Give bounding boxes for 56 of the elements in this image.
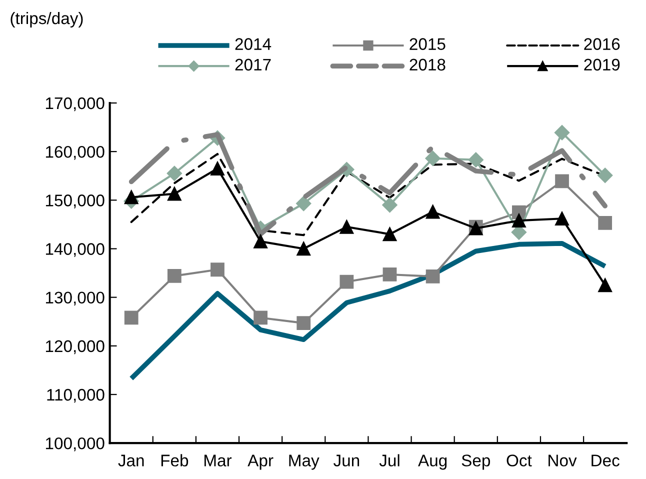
y-tick-label: 160,000 xyxy=(46,146,104,160)
y-tick-label: 120,000 xyxy=(46,340,104,354)
point xyxy=(598,278,612,292)
point xyxy=(296,242,311,256)
point xyxy=(167,186,182,201)
point xyxy=(124,190,138,204)
y-tick-label: 110,000 xyxy=(47,388,104,403)
legend-label: 2016 xyxy=(584,38,620,50)
legend-label: 2014 xyxy=(235,38,272,50)
point xyxy=(296,316,311,330)
point xyxy=(426,269,440,284)
legend-label: 2019 xyxy=(584,58,620,71)
point xyxy=(254,310,268,325)
x-tick-label: Jan xyxy=(118,454,144,466)
point xyxy=(254,234,268,248)
x-tick-label: Aug xyxy=(418,454,447,470)
y-tick-label: 170,000 xyxy=(46,97,104,112)
point xyxy=(167,269,182,283)
point xyxy=(598,216,612,230)
x-tick-label: Sep xyxy=(462,454,490,470)
point xyxy=(340,274,354,289)
point xyxy=(555,212,569,226)
point xyxy=(210,162,224,176)
y-tick-label: 100,000 xyxy=(46,437,104,452)
x-tick-label: Apr xyxy=(248,454,274,470)
point xyxy=(166,166,182,181)
point xyxy=(382,197,398,213)
point xyxy=(426,204,440,219)
x-tick-label: Mar xyxy=(204,454,232,466)
point xyxy=(382,268,397,282)
point xyxy=(425,150,440,166)
point xyxy=(296,196,312,212)
y-axis-title: (trips/day) xyxy=(10,12,83,28)
x-tick-label: Jun xyxy=(334,454,360,466)
legend-label: 2018 xyxy=(410,58,446,71)
line-series xyxy=(128,240,608,381)
point xyxy=(555,174,569,188)
point xyxy=(598,168,613,183)
point xyxy=(382,227,397,242)
point xyxy=(340,220,354,234)
legend-label: 2017 xyxy=(235,58,271,71)
y-tick-label: 150,000 xyxy=(46,194,104,208)
point xyxy=(210,262,224,277)
point xyxy=(468,152,484,168)
x-tick-label: Dec xyxy=(592,454,620,466)
y-tick-label: 140,000 xyxy=(46,243,104,257)
x-tick-label: May xyxy=(289,454,320,470)
point xyxy=(124,310,138,325)
point xyxy=(512,214,526,228)
x-tick-label: Oct xyxy=(506,454,532,466)
point xyxy=(554,125,570,140)
legend-label: 2015 xyxy=(410,38,446,50)
x-tick-label: Jul xyxy=(379,454,400,466)
x-tick-label: Feb xyxy=(161,454,188,466)
y-tick-label: 130,000 xyxy=(46,292,104,306)
x-tick-label: Nov xyxy=(548,454,577,466)
